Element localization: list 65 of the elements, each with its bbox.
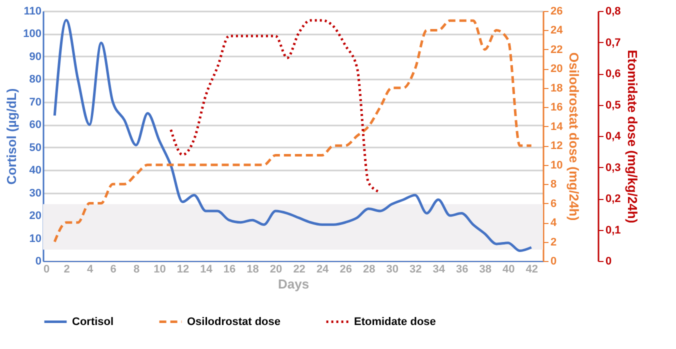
y-tick-label: 80 xyxy=(29,74,42,86)
y2-tick-label: 26 xyxy=(550,6,563,18)
x-tick-label: 2 xyxy=(64,264,70,276)
y2-tick-label: 20 xyxy=(550,63,563,76)
x-tick-label: 34 xyxy=(432,264,446,276)
y3-tick-label: 0,4 xyxy=(606,130,622,142)
x-tick-label: 42 xyxy=(526,264,538,276)
x-tick-label: 10 xyxy=(154,264,166,276)
y-tick-label: 110 xyxy=(24,6,42,18)
y-tick-label: 0 xyxy=(35,256,42,268)
y3-tick-label: 0,5 xyxy=(606,99,621,112)
y-tick-label: 100 xyxy=(23,28,42,40)
x-tick-label: 36 xyxy=(456,264,468,276)
y-tick-label: 90 xyxy=(29,50,42,63)
line-series xyxy=(170,19,382,194)
x-tick-label: 32 xyxy=(409,264,422,276)
y3-tick-label: 0,1 xyxy=(606,224,621,236)
y3-axis-title: Etomidate dose (mg/kg/24h) xyxy=(624,50,640,224)
x-tick-label: 40 xyxy=(502,264,515,276)
legend-label: Cortisol xyxy=(72,316,114,328)
y2-tick-label: 16 xyxy=(550,102,563,114)
y2-axis-title: Osilodrostat dose (mg/24h) xyxy=(566,52,582,221)
y2-tick-label: 18 xyxy=(550,82,563,94)
y2-tick-label: 12 xyxy=(550,140,563,152)
x-tick-label: 18 xyxy=(246,264,259,276)
x-tick-label: 12 xyxy=(176,264,190,276)
y2-tick-label: 10 xyxy=(550,159,563,172)
x-tick-label: 14 xyxy=(200,264,214,276)
y2-tick-label: 22 xyxy=(550,44,563,56)
y2-tick-label: 2 xyxy=(550,236,557,248)
x-tick-label: 16 xyxy=(223,264,236,276)
legend-label: Osilodrostat dose xyxy=(187,316,281,328)
x-tick-label: 28 xyxy=(362,264,376,276)
y2-tick-label: 24 xyxy=(550,24,564,37)
x-tick-label: 26 xyxy=(340,264,352,276)
x-tick-label: 20 xyxy=(270,264,282,276)
x-tick-label: 24 xyxy=(316,264,330,276)
y2-tick-label: 4 xyxy=(550,217,558,230)
x-tick-label: 6 xyxy=(110,264,116,276)
y-tick-label: 30 xyxy=(29,187,42,200)
y-tick-label: 40 xyxy=(29,164,42,177)
legend-label: Etomidate dose xyxy=(354,316,436,328)
y3-tick-label: 0,3 xyxy=(606,162,621,174)
y-axis-title: Cortisol (µg/dL) xyxy=(4,88,20,185)
x-tick-label: 38 xyxy=(479,264,492,276)
y3-tick-label: 0,8 xyxy=(606,6,621,18)
y3-tick-label: 0,7 xyxy=(606,36,621,49)
y3-tick-label: 0,2 xyxy=(606,193,621,205)
x-tick-label: 8 xyxy=(133,264,140,276)
y2-tick-label: 14 xyxy=(550,120,564,133)
y-tick-label: 20 xyxy=(29,210,42,222)
y-tick-label: 10 xyxy=(29,232,42,245)
x-tick-label: 0 xyxy=(44,264,50,276)
y2-tick-label: 8 xyxy=(550,178,557,191)
y-tick-label: 60 xyxy=(29,119,42,132)
x-axis-title: Days xyxy=(278,276,310,292)
x-tick-label: 4 xyxy=(86,264,94,276)
y3-tick-label: 0 xyxy=(606,256,612,268)
y3-tick-label: 0,6 xyxy=(606,68,621,80)
y2-tick-label: 0 xyxy=(550,256,557,268)
x-tick-label: 22 xyxy=(293,264,306,276)
x-tick-label: 30 xyxy=(386,264,398,276)
y-tick-label: 70 xyxy=(29,96,42,108)
y2-tick-label: 6 xyxy=(550,198,557,210)
y-tick-label: 50 xyxy=(29,142,42,154)
